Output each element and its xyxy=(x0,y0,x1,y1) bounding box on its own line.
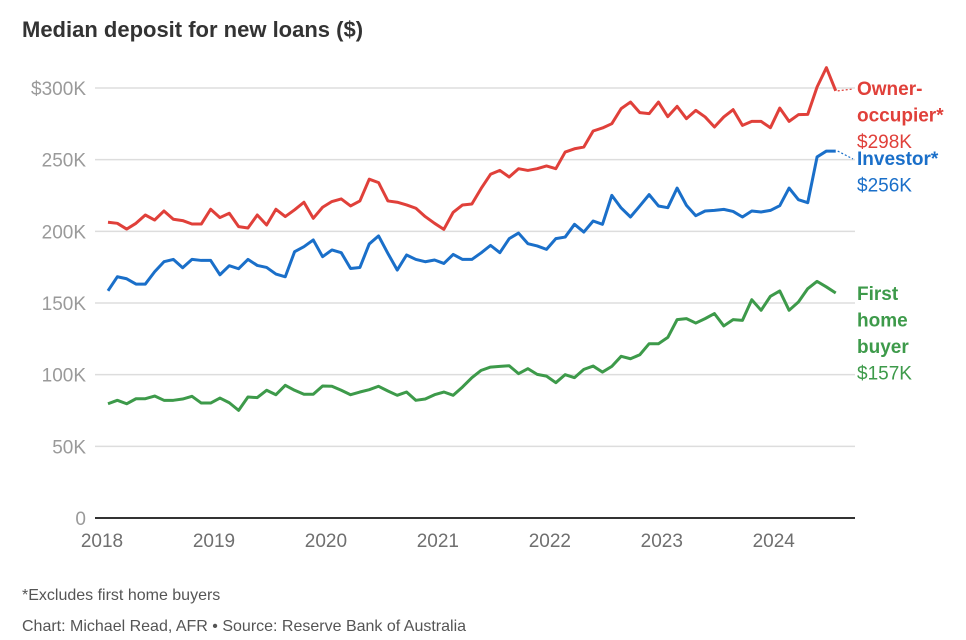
credit-line: Chart: Michael Read, AFR • Source: Reser… xyxy=(22,618,466,635)
label-connector xyxy=(837,88,854,92)
gridlines xyxy=(95,87,855,519)
y-axis-ticks: 0 50K 100K 150K 200K 250K $300K xyxy=(31,79,86,530)
x-tick-label: 2022 xyxy=(529,531,571,552)
x-tick-label: 2018 xyxy=(81,531,123,552)
x-tick-label: 2021 xyxy=(417,531,459,552)
y-tick-label: 100K xyxy=(42,366,87,387)
series-label-investor: Investor* xyxy=(857,149,939,170)
label-connector xyxy=(837,150,854,160)
chart-title: Median deposit for new loans ($) xyxy=(22,17,363,42)
series-label-owner-occupier: occupier* xyxy=(857,106,944,127)
y-tick-label: $300K xyxy=(31,79,86,100)
y-tick-label: 0 xyxy=(75,509,86,530)
series-end-value-investor: $256K xyxy=(857,176,912,197)
series-label-first-home-buyer: First xyxy=(857,284,899,305)
y-tick-label: 150K xyxy=(42,294,87,315)
x-tick-label: 2024 xyxy=(753,531,796,552)
x-axis-ticks: 2018 2019 2020 2021 2022 2023 2024 xyxy=(81,531,795,552)
y-tick-label: 250K xyxy=(42,151,87,172)
series-line-investor xyxy=(106,149,836,292)
footnote: *Excludes first home buyers xyxy=(22,587,220,604)
x-tick-label: 2019 xyxy=(193,531,235,552)
series-label-owner-occupier: Owner- xyxy=(857,79,922,100)
series-line-owner-occupier xyxy=(107,66,838,231)
x-tick-label: 2023 xyxy=(641,531,683,552)
series-line-first-home-buyer xyxy=(107,279,837,412)
x-tick-label: 2020 xyxy=(305,531,347,552)
y-tick-label: 50K xyxy=(52,437,86,458)
y-tick-label: 200K xyxy=(42,222,87,243)
series-label-first-home-buyer: buyer xyxy=(857,337,909,358)
series-end-value-owner-occupier: $298K xyxy=(857,132,912,153)
series-lines xyxy=(106,66,838,412)
series-label-first-home-buyer: home xyxy=(857,311,908,332)
series-end-value-first-home-buyer: $157K xyxy=(857,364,912,385)
